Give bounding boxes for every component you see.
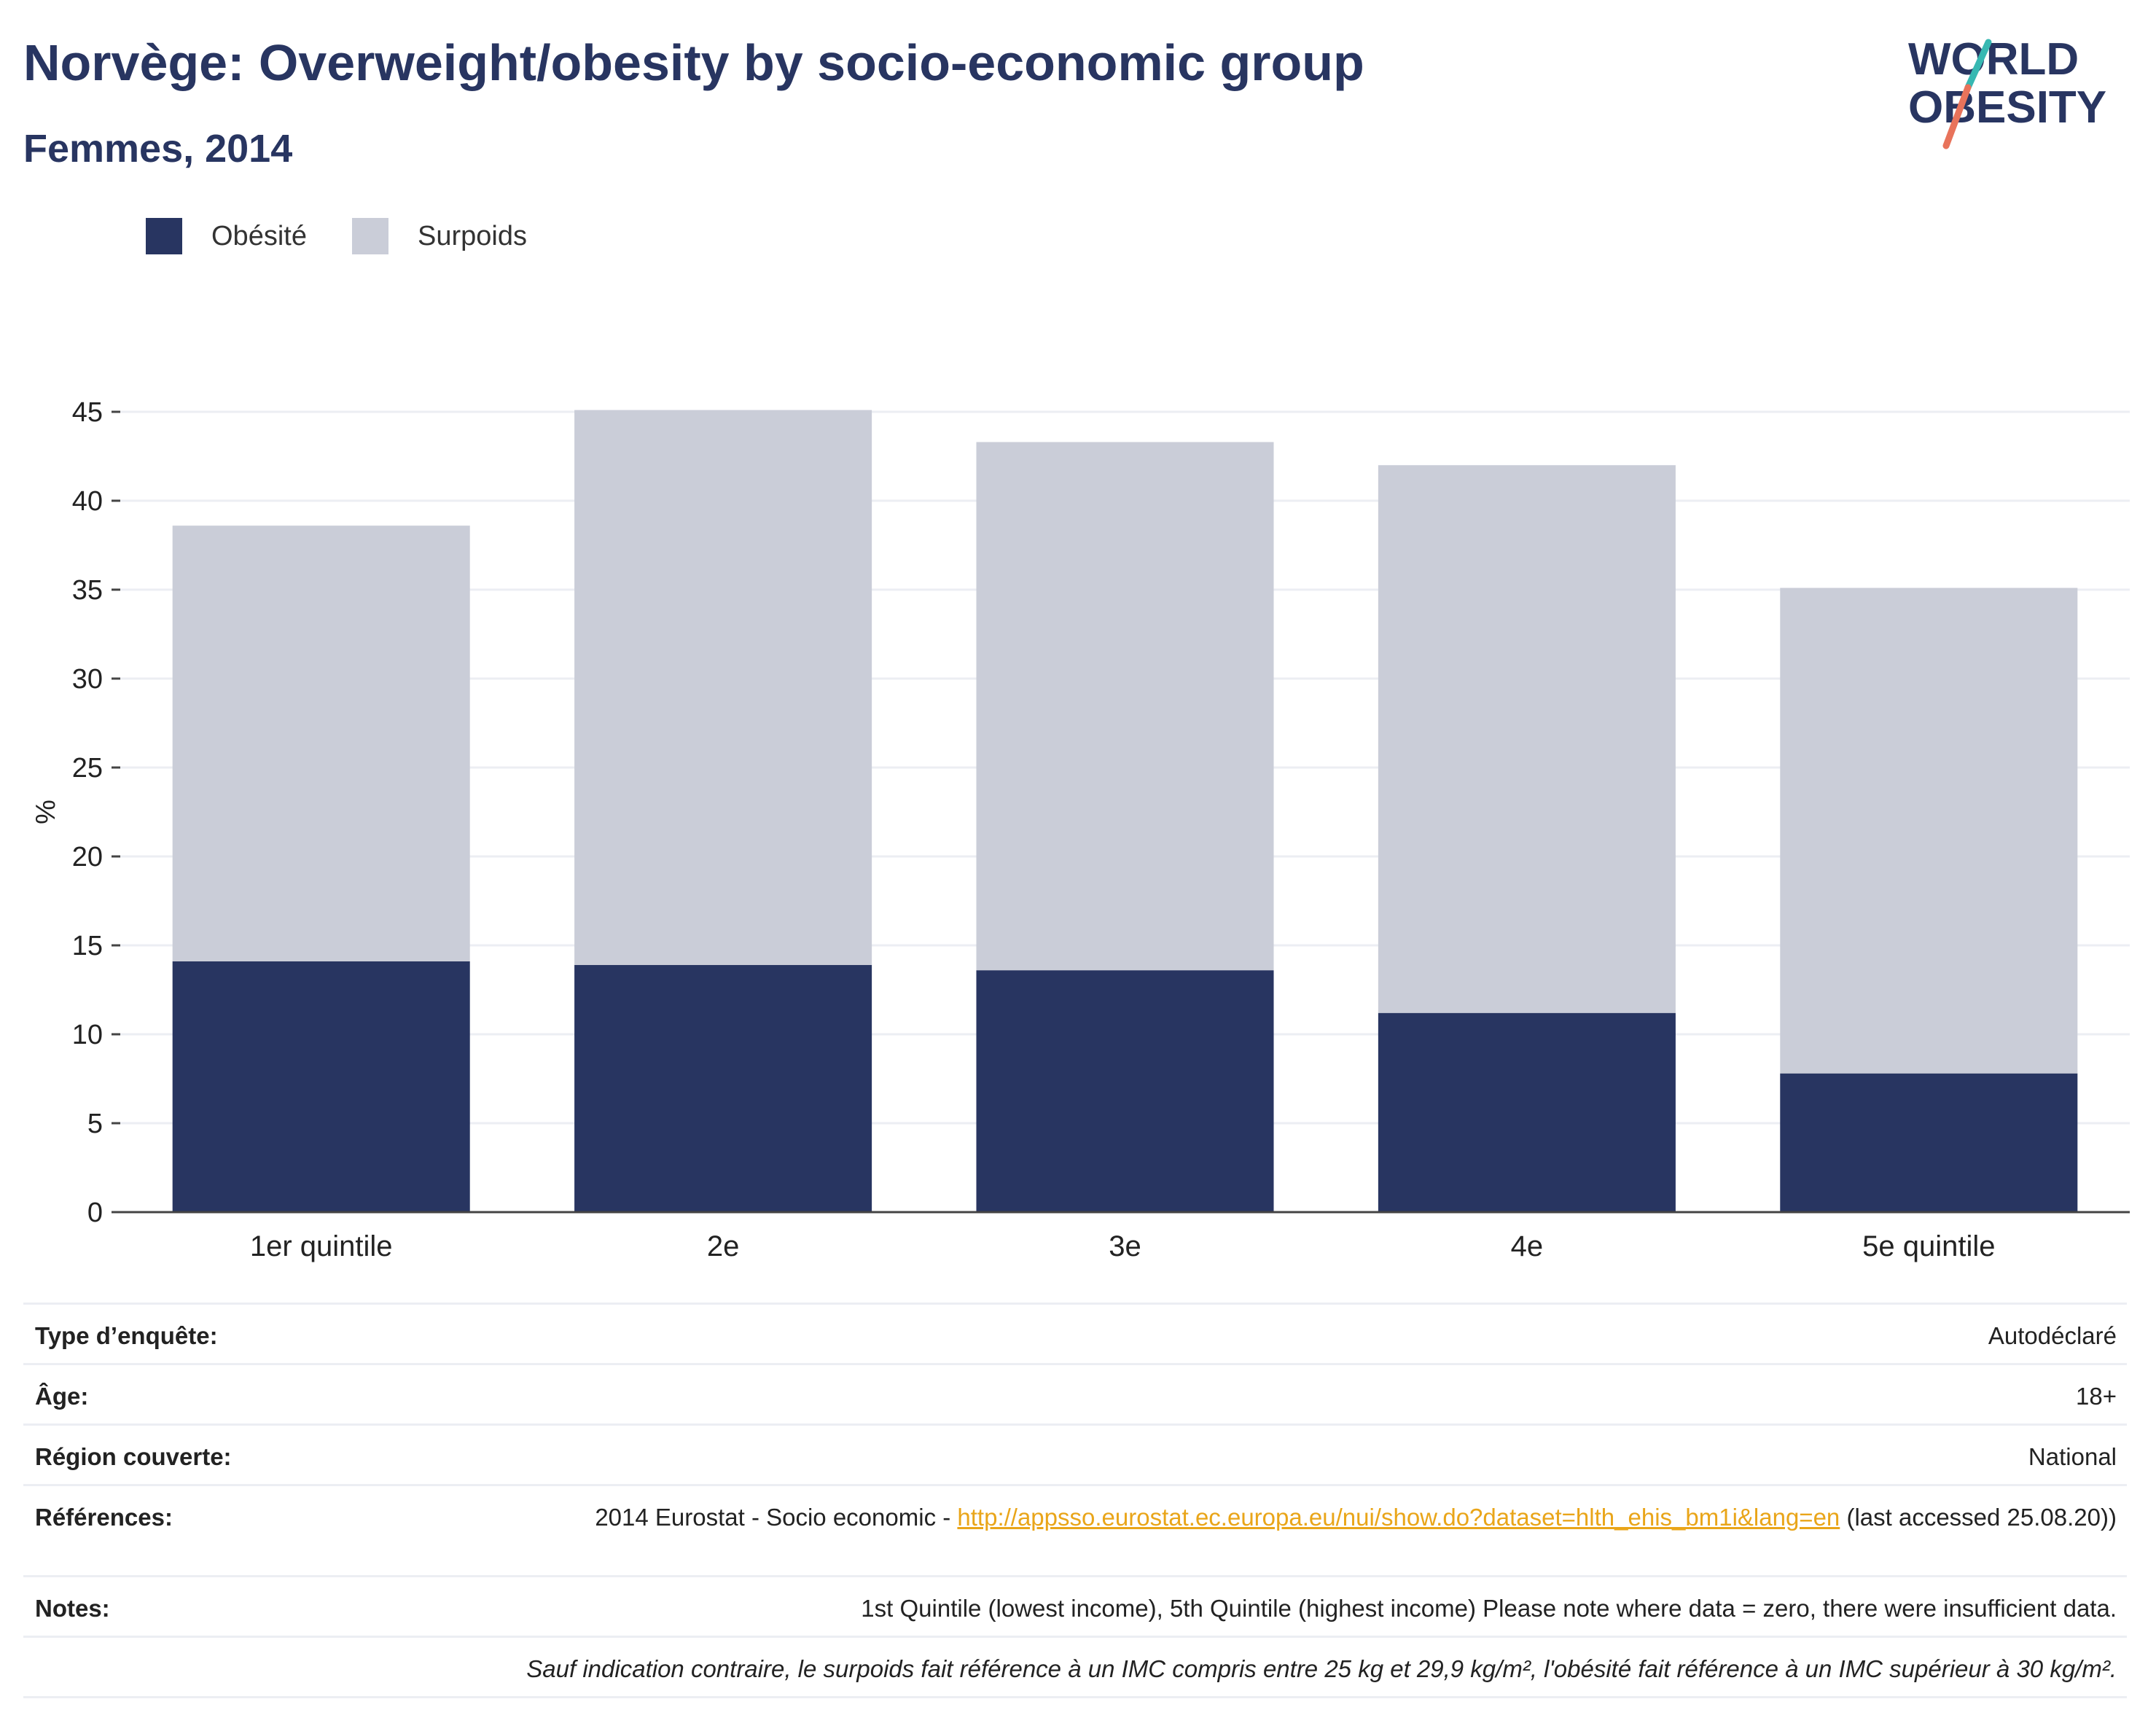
- x-axis-labels: 1er quintile 2e 3e 4e 5e quintile: [250, 1230, 1996, 1262]
- x-tick-label: 5e quintile: [1862, 1230, 1995, 1262]
- x-tick-label: 4e: [1511, 1230, 1544, 1262]
- y-tick-label: 5: [87, 1109, 103, 1139]
- y-tick-label: 40: [72, 486, 103, 517]
- bar-surpoids[interactable]: [574, 410, 872, 965]
- info-value-references: 2014 Eurostat - Socio economic - http://…: [513, 1502, 2117, 1533]
- x-tick-label: 2e: [707, 1230, 740, 1262]
- logo-world-text: WORLD: [1908, 34, 2079, 85]
- logo-obesity-text: OBESITY: [1908, 82, 2106, 133]
- info-value-region: National: [2028, 1443, 2117, 1470]
- legend-item-obesite[interactable]: Obésité: [146, 217, 307, 255]
- info-row-notes: Notes: 1st Quintile (lowest income), 5th…: [23, 1575, 2127, 1636]
- bar-surpoids[interactable]: [976, 442, 1274, 971]
- bar-surpoids[interactable]: [1780, 587, 2078, 1074]
- bar-obesite[interactable]: [976, 970, 1274, 1212]
- info-value-survey-type: Autodéclaré: [1988, 1322, 2117, 1349]
- y-tick-label: 0: [87, 1198, 103, 1228]
- y-tick-label: 30: [72, 664, 103, 695]
- bar-obesite[interactable]: [1378, 1012, 1676, 1212]
- info-table: Type d’enquête: Autodéclaré Âge: 18+ Rég…: [23, 1303, 2127, 1698]
- logo-slash-teal: [1964, 39, 1992, 91]
- table-bottom-rule: [23, 1696, 2127, 1698]
- x-tick-label: 1er quintile: [250, 1230, 393, 1262]
- logo-slash-coral: [1942, 84, 1972, 149]
- info-value-notes: 1st Quintile (lowest income), 5th Quinti…: [861, 1595, 2117, 1622]
- legend-item-surpoids[interactable]: Surpoids: [352, 217, 527, 255]
- legend-label-surpoids: Surpoids: [418, 220, 527, 251]
- bar-surpoids[interactable]: [172, 526, 470, 961]
- info-row-region: Région couverte: National: [23, 1423, 2127, 1484]
- y-tick-label: 10: [72, 1020, 103, 1050]
- info-key-notes: Notes:: [35, 1595, 110, 1622]
- y-tick-label: 25: [72, 753, 103, 784]
- info-value-age: 18+: [2076, 1383, 2117, 1410]
- footnote: Sauf indication contraire, le surpoids f…: [526, 1655, 2117, 1682]
- legend-label-obesite: Obésité: [211, 220, 307, 251]
- y-tick-label: 35: [72, 575, 103, 606]
- bar-surpoids[interactable]: [1378, 465, 1676, 1013]
- y-tick-label: 15: [72, 931, 103, 961]
- bar-obesite[interactable]: [172, 961, 470, 1212]
- info-row-references: Références: 2014 Eurostat - Socio econom…: [23, 1484, 2127, 1575]
- legend-swatch-obesite: [146, 218, 182, 254]
- reference-link[interactable]: http://appsso.eurostat.ec.europa.eu/nui/…: [957, 1504, 1840, 1531]
- info-key-survey-type: Type d’enquête:: [35, 1322, 218, 1349]
- y-axis-label: %: [31, 800, 61, 824]
- info-key-age: Âge:: [35, 1383, 89, 1410]
- bars: [172, 410, 2078, 1212]
- info-row-age: Âge: 18+: [23, 1363, 2127, 1423]
- x-tick-label: 3e: [1109, 1230, 1141, 1262]
- chart-subtitle: Femmes, 2014: [23, 127, 293, 171]
- info-key-region: Région couverte:: [35, 1443, 232, 1470]
- bar-obesite[interactable]: [1780, 1073, 2078, 1212]
- info-key-references: Références:: [35, 1504, 173, 1531]
- reference-suffix: (last accessed 25.08.20)): [1840, 1504, 2117, 1531]
- chart-title: Norvège: Overweight/obesity by socio-eco…: [23, 34, 1364, 91]
- reference-prefix: 2014 Eurostat - Socio economic -: [595, 1504, 958, 1531]
- y-axis-ticks: 0 5 10 15 20 25 30 35 40 45: [72, 397, 120, 1228]
- info-row-survey-type: Type d’enquête: Autodéclaré: [23, 1303, 2127, 1363]
- y-tick-label: 20: [72, 842, 103, 872]
- bar-chart: 0 5 10 15 20 25 30 35 40 45 1er quintile 2e 3e 4e 5e …: [31, 397, 2130, 1262]
- info-row-footnote: Sauf indication contraire, le surpoids f…: [23, 1636, 2127, 1696]
- world-obesity-logo: WORLD OBESITY: [1908, 34, 2106, 149]
- legend-swatch-surpoids: [352, 218, 388, 254]
- bar-obesite[interactable]: [574, 964, 872, 1212]
- y-tick-label: 45: [72, 397, 103, 428]
